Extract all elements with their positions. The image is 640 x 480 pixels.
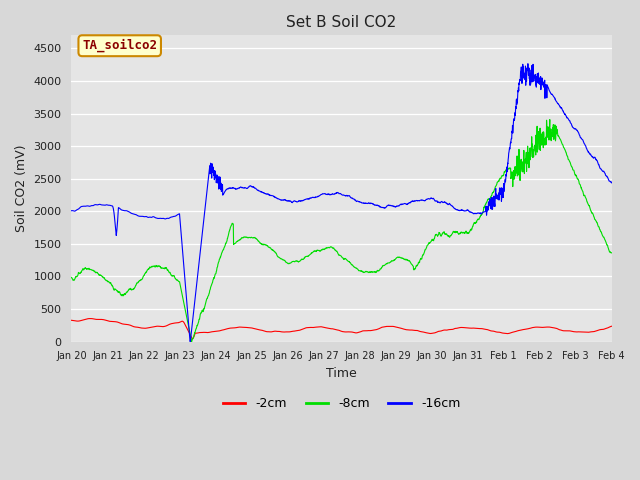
Y-axis label: Soil CO2 (mV): Soil CO2 (mV) xyxy=(15,144,28,232)
Title: Set B Soil CO2: Set B Soil CO2 xyxy=(287,15,397,30)
X-axis label: Time: Time xyxy=(326,367,357,380)
Legend: -2cm, -8cm, -16cm: -2cm, -8cm, -16cm xyxy=(218,392,465,415)
Text: TA_soilco2: TA_soilco2 xyxy=(82,39,157,52)
